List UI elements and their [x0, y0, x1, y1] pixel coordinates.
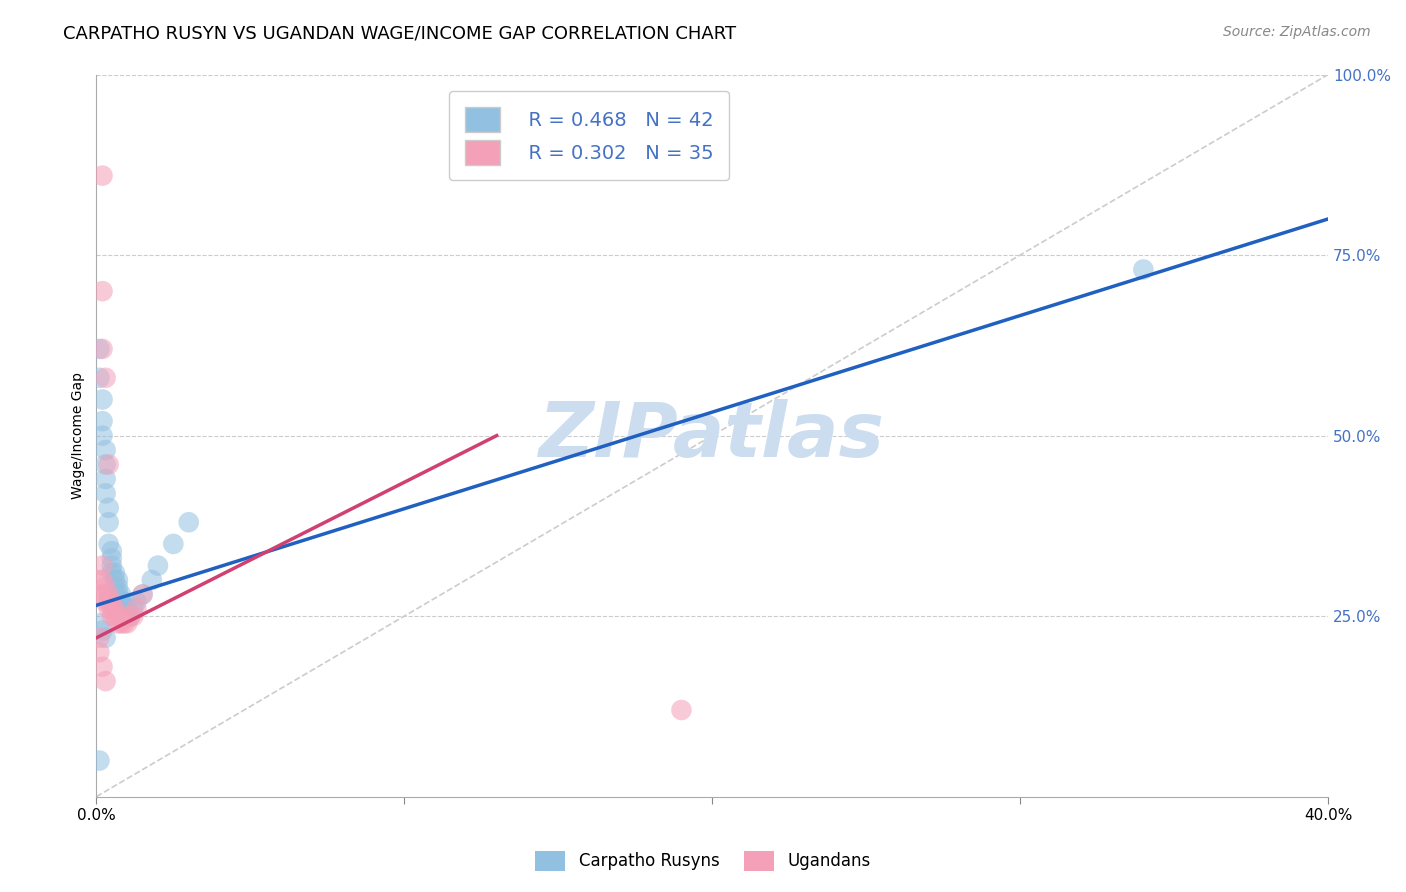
Point	[89, 616, 111, 631]
Point	[125, 602, 148, 616]
Point	[104, 566, 127, 580]
Point	[91, 428, 114, 442]
Point	[115, 616, 138, 631]
Point	[89, 754, 111, 768]
Point	[100, 544, 122, 558]
Point	[100, 566, 122, 580]
Point	[162, 537, 184, 551]
Point	[100, 602, 122, 616]
Point	[97, 515, 120, 529]
Point	[91, 558, 114, 573]
Legend:   R = 0.468   N = 42,   R = 0.302   N = 35: R = 0.468 N = 42, R = 0.302 N = 35	[450, 92, 728, 180]
Point	[107, 580, 129, 594]
Point	[110, 602, 132, 616]
Point	[89, 573, 111, 587]
Point	[122, 602, 145, 616]
Point	[112, 616, 135, 631]
Point	[1132, 262, 1154, 277]
Point	[91, 624, 114, 638]
Point	[100, 551, 122, 566]
Point	[112, 602, 135, 616]
Point	[91, 414, 114, 428]
Point	[94, 674, 117, 689]
Point	[110, 587, 132, 601]
Point	[107, 587, 129, 601]
Point	[115, 609, 138, 624]
Point	[120, 609, 142, 624]
Point	[94, 595, 117, 609]
Point	[100, 558, 122, 573]
Point	[112, 595, 135, 609]
Point	[107, 609, 129, 624]
Point	[671, 703, 693, 717]
Point	[125, 595, 148, 609]
Point	[89, 342, 111, 356]
Point	[131, 587, 153, 601]
Point	[94, 472, 117, 486]
Point	[120, 609, 142, 624]
Point	[97, 500, 120, 515]
Legend: Carpatho Rusyns, Ugandans: Carpatho Rusyns, Ugandans	[527, 842, 879, 880]
Point	[97, 537, 120, 551]
Text: ZIPatlas: ZIPatlas	[540, 399, 886, 473]
Point	[94, 580, 117, 594]
Point	[91, 659, 114, 673]
Point	[89, 371, 111, 385]
Point	[97, 458, 120, 472]
Point	[104, 573, 127, 587]
Point	[107, 616, 129, 631]
Point	[94, 371, 117, 385]
Point	[97, 602, 120, 616]
Point	[91, 284, 114, 298]
Point	[89, 631, 111, 645]
Y-axis label: Wage/Income Gap: Wage/Income Gap	[72, 372, 86, 500]
Point	[146, 558, 169, 573]
Point	[97, 595, 120, 609]
Point	[122, 609, 145, 624]
Point	[141, 573, 163, 587]
Point	[104, 580, 127, 594]
Point	[100, 595, 122, 609]
Point	[91, 573, 114, 587]
Point	[94, 443, 117, 458]
Text: Source: ZipAtlas.com: Source: ZipAtlas.com	[1223, 25, 1371, 39]
Point	[131, 587, 153, 601]
Point	[115, 602, 138, 616]
Point	[94, 458, 117, 472]
Point	[91, 169, 114, 183]
Point	[100, 609, 122, 624]
Point	[104, 609, 127, 624]
Point	[91, 342, 114, 356]
Point	[89, 645, 111, 659]
Text: CARPATHO RUSYN VS UGANDAN WAGE/INCOME GAP CORRELATION CHART: CARPATHO RUSYN VS UGANDAN WAGE/INCOME GA…	[63, 25, 737, 43]
Point	[177, 515, 200, 529]
Point	[91, 392, 114, 407]
Point	[89, 587, 111, 601]
Point	[104, 602, 127, 616]
Point	[110, 609, 132, 624]
Point	[97, 587, 120, 601]
Point	[94, 486, 117, 500]
Point	[110, 595, 132, 609]
Point	[94, 587, 117, 601]
Point	[94, 631, 117, 645]
Point	[110, 616, 132, 631]
Point	[107, 573, 129, 587]
